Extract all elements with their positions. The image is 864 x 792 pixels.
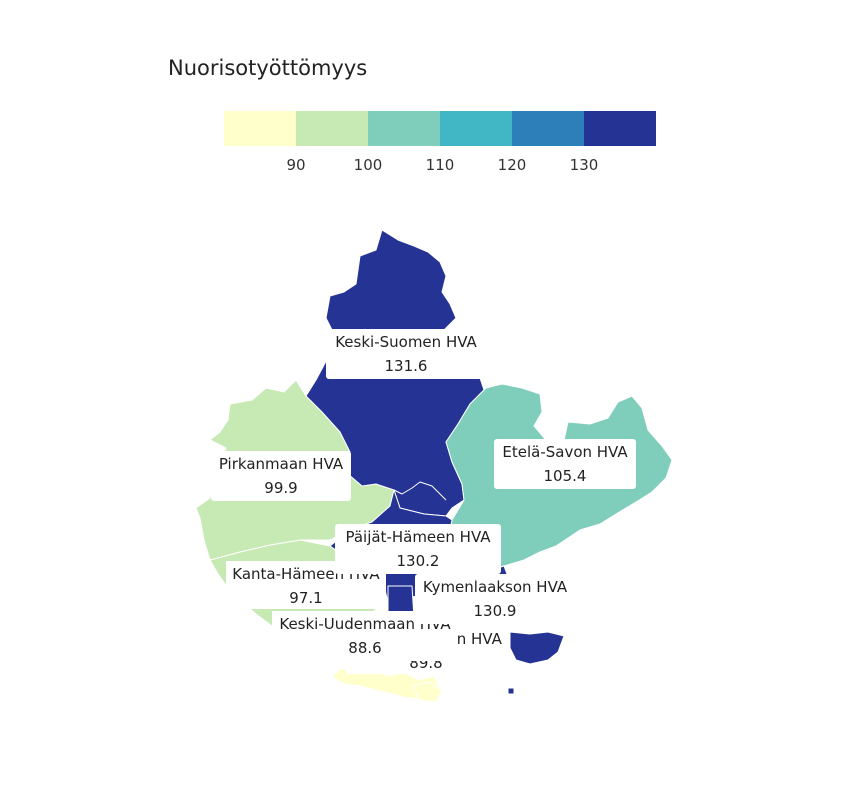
region-value: 105.4 xyxy=(544,467,587,485)
region-label-box xyxy=(326,329,486,379)
region-label-box xyxy=(494,439,636,489)
region-label-pirkanmaa: Pirkanmaan HVA 99.9 xyxy=(211,451,351,501)
legend-bin-6 xyxy=(584,111,656,146)
region-name: Keski-Uudenmaan HVA xyxy=(279,615,451,633)
region-border-line xyxy=(393,481,447,501)
legend-tick-3: 110 xyxy=(426,156,455,174)
region-value: 130.2 xyxy=(397,552,440,570)
legend-ticks: 90 100 110 120 130 xyxy=(286,156,598,174)
region-value: 99.9 xyxy=(264,479,297,497)
region-label-box xyxy=(211,451,351,501)
legend-bin-5 xyxy=(512,111,584,146)
legend-title: Nuorisotyöttömyys xyxy=(168,56,368,80)
region-label-box xyxy=(335,524,501,574)
legend-tick-5: 130 xyxy=(570,156,599,174)
region-label-paijat-hame: Päijät-Hämeen HVA 130.2 xyxy=(335,524,501,574)
region-value: 131.6 xyxy=(385,357,428,375)
legend-colorbar xyxy=(224,111,656,146)
region-value: 88.6 xyxy=(348,639,381,657)
legend-tick-1: 90 xyxy=(286,156,305,174)
legend-bin-4 xyxy=(440,111,512,146)
region-label-keski-suomi: Keski-Suomen HVA 131.6 xyxy=(326,329,486,379)
region-name: Etelä-Savon HVA xyxy=(502,443,628,461)
region-label-box xyxy=(415,574,575,624)
legend-tick-2: 100 xyxy=(354,156,383,174)
region-value: 97.1 xyxy=(289,589,322,607)
region-shape-ita-uusimaa[interactable] xyxy=(411,681,443,703)
region-name: Pirkanmaan HVA xyxy=(219,455,344,473)
legend-tick-4: 120 xyxy=(498,156,527,174)
region-name: Keski-Suomen HVA xyxy=(335,333,477,351)
region-label-kymenlaakso: Kymenlaakson HVA 130.9 xyxy=(415,574,575,624)
region-name: Kymenlaakson HVA xyxy=(423,578,568,596)
legend-bin-1 xyxy=(224,111,296,146)
legend-bin-3 xyxy=(368,111,440,146)
region-label-etela-savo: Etelä-Savon HVA 105.4 xyxy=(494,439,636,489)
region-name: Päijät-Hämeen HVA xyxy=(345,528,491,546)
legend-bin-2 xyxy=(296,111,368,146)
region-value: 130.9 xyxy=(474,602,517,620)
